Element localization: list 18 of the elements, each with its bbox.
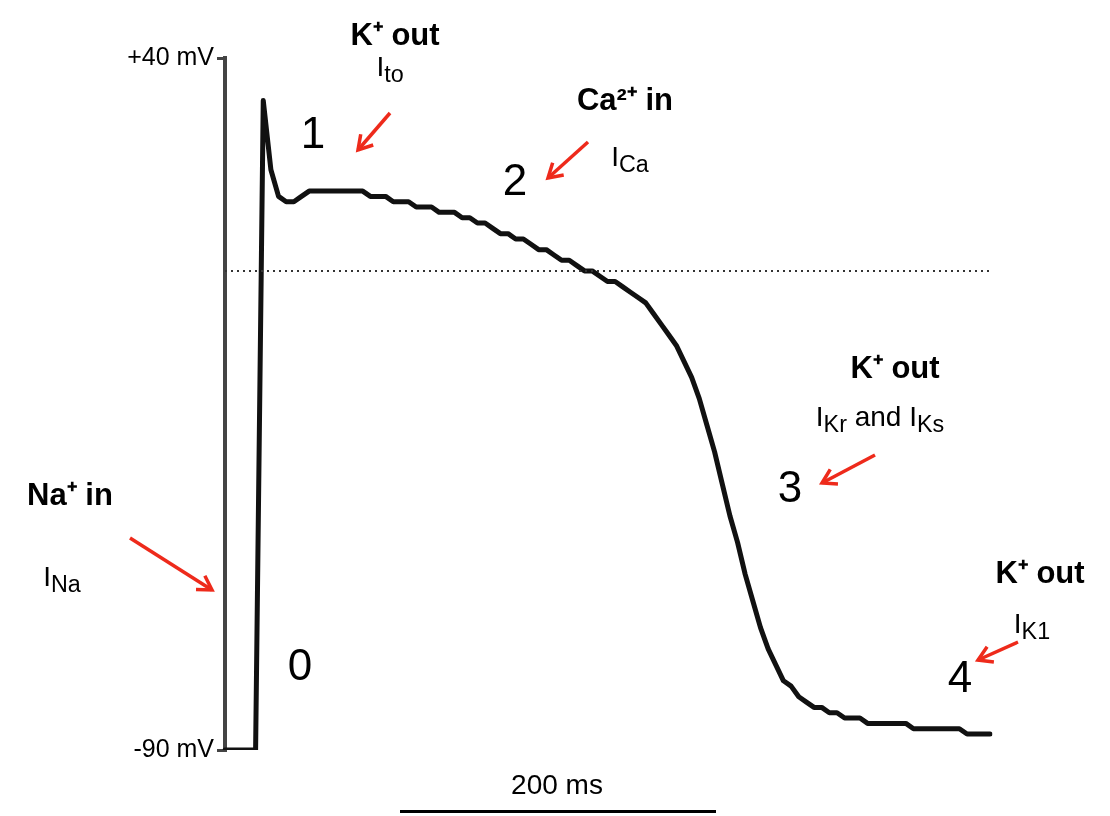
annotation: 4	[947, 651, 973, 702]
text: K⁺ out	[350, 16, 440, 53]
text: 200 ms	[511, 768, 603, 801]
annotation: 3	[777, 461, 803, 512]
annotation: K⁺ out	[850, 349, 940, 386]
text: K⁺ out	[995, 554, 1085, 591]
annotation: Ca²⁺ in	[576, 81, 674, 118]
annotation: 2	[502, 154, 528, 205]
text: I$_{Na}$	[43, 560, 81, 599]
annotation: I$_{Kr}$ and I$_{Ks}$	[815, 400, 945, 439]
y-tick-label: -90 mV	[133, 733, 215, 762]
text: I$_{K1}$	[1013, 607, 1051, 646]
annotation: I$_{to}$	[376, 50, 404, 89]
annotation: 1	[300, 107, 326, 158]
y-tick-label: +40 mV	[127, 41, 215, 70]
text: Na⁺ in	[27, 476, 113, 513]
annotation: I$_{Ca}$	[611, 140, 649, 179]
annotation: 0	[287, 639, 313, 690]
